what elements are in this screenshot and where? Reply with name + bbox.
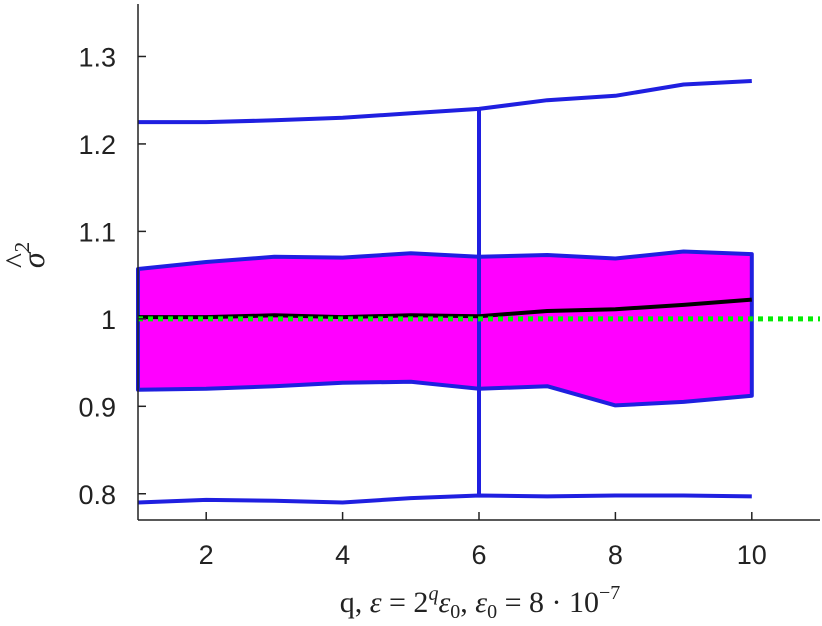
x-tick-label: 8 xyxy=(608,540,623,570)
plot-area xyxy=(136,79,820,505)
mean-line xyxy=(138,297,752,320)
max-line xyxy=(138,79,752,125)
y-tick-label: 1.1 xyxy=(78,217,116,247)
y-tick-label: 0.9 xyxy=(78,392,116,422)
y-axis-title-sigma: σ xyxy=(15,251,51,268)
x-tick-label: 4 xyxy=(335,540,350,570)
x-tick-label: 6 xyxy=(471,540,486,570)
y-axis-title: σ2 ^ xyxy=(0,242,51,269)
x-axis-title: q, ε = 2qε0, ε0 = 8 · 10−7 xyxy=(340,582,621,623)
confidence-band xyxy=(136,249,754,408)
min-line xyxy=(137,493,752,505)
y-tick-label: 0.8 xyxy=(78,480,116,510)
y-tick-label: 1.2 xyxy=(78,130,116,160)
axes xyxy=(137,4,820,521)
y-tick-label: 1.3 xyxy=(78,42,116,72)
svg-text:σ2: σ2 xyxy=(10,242,51,268)
y-axis-title-hat: ^ xyxy=(0,253,34,269)
y-tick-label: 1 xyxy=(101,305,116,335)
tick-labels: 2 4 6 8 10 0.8 0.9 1 1.1 1.2 1.3 xyxy=(78,42,766,570)
y-axis-title-exponent: 2 xyxy=(10,242,34,253)
x-tick-label: 2 xyxy=(199,540,214,570)
x-tick-label: 10 xyxy=(737,540,767,570)
